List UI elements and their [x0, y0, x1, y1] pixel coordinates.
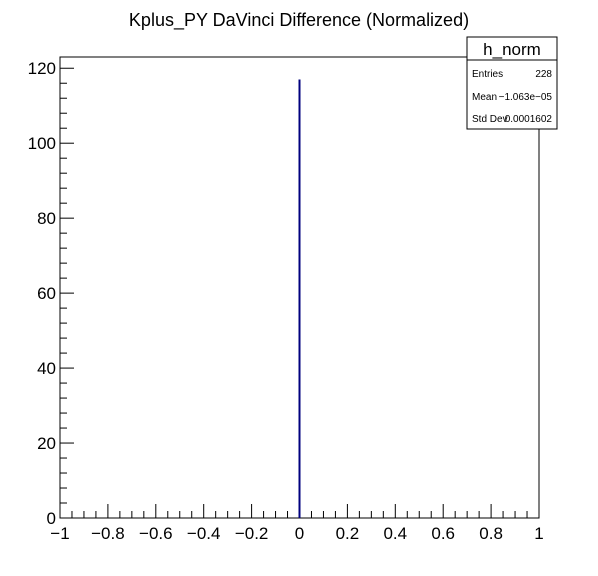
x-tick-label: −0.2 — [235, 524, 269, 543]
y-tick-label: 60 — [37, 284, 56, 303]
x-tick-label: −1 — [50, 524, 69, 543]
stats-entries-value: 228 — [535, 69, 552, 80]
y-tick-label: 120 — [28, 59, 56, 78]
stats-box-title: h_norm — [483, 40, 541, 59]
y-tick-label: 40 — [37, 359, 56, 378]
stats-stddev-value: 0.0001602 — [505, 114, 553, 125]
x-tick-label: 1 — [534, 524, 543, 543]
stats-entries-label: Entries — [472, 69, 503, 80]
stats-mean-value: −1.063e−05 — [499, 92, 553, 103]
chart-title: Kplus_PY DaVinci Difference (Normalized) — [129, 10, 469, 31]
stats-box-frame — [466, 36, 558, 130]
y-tick-label: 0 — [47, 509, 56, 528]
stats-mean-label: Mean — [472, 92, 497, 103]
stats-stddev-label: Std Dev — [472, 114, 508, 125]
y-tick-label: 100 — [28, 134, 56, 153]
stats-box: h_norm Entries 228 Mean −1.063e−05 Std D… — [466, 36, 558, 130]
x-axis: −1 −0.8 −0.6 −0.4 −0.2 0 0.2 0.4 0.6 0.8 1 — [50, 504, 544, 543]
x-tick-label: 0.8 — [479, 524, 503, 543]
x-tick-label: 0.4 — [383, 524, 407, 543]
x-tick-label: 0.2 — [336, 524, 360, 543]
x-tick-label: 0 — [295, 524, 304, 543]
x-tick-label: 0.6 — [431, 524, 455, 543]
y-axis: 0 20 40 60 80 100 120 — [28, 59, 74, 528]
x-tick-label: −0.4 — [187, 524, 221, 543]
y-tick-label: 20 — [37, 434, 56, 453]
x-tick-label: −0.6 — [139, 524, 173, 543]
x-tick-label: −0.8 — [91, 524, 125, 543]
y-tick-label: 80 — [37, 209, 56, 228]
